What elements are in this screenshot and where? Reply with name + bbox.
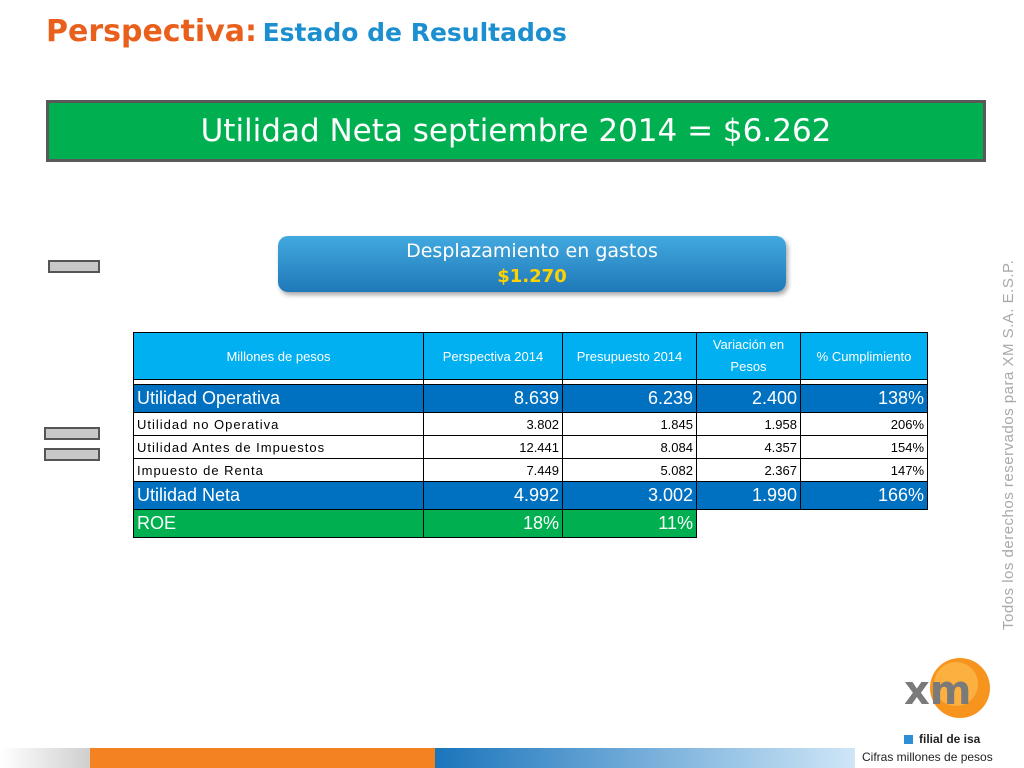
row-label: ROE [133,509,424,538]
xm-logo: xm [904,658,990,718]
cell-presupuesto: 6.239 [562,384,697,413]
cell-variacion: 2.367 [696,458,801,482]
row-label: Utilidad Antes de Impuestos [133,435,424,459]
copyright-notice: Todos los derechos reservados para XM S.… [1000,259,1017,630]
cell-perspectiva: 8.639 [423,384,563,413]
square-icon [904,734,913,744]
table-spacer [133,379,928,385]
cell-cumplimiento: 166% [800,481,928,510]
table-header: Variación en Pesos [696,332,801,380]
table-header: Millones de pesos [133,332,424,380]
table-row: Utilidad Neta 4.992 3.002 1.990 166% [133,481,928,510]
footer-note: Cifras millones de pesos [862,750,993,764]
table-row: Utilidad Antes de Impuestos 12.441 8.084… [133,435,928,459]
cell-cumplimiento: 147% [800,458,928,482]
footer-bar-orange [90,748,435,768]
cell-presupuesto: 3.002 [562,481,697,510]
cell-perspectiva: 12.441 [423,435,563,459]
empty-cell [800,509,928,538]
cell-presupuesto: 11% [562,509,697,538]
title-main: Estado de Resultados [262,18,567,47]
pill-label: Desplazamiento en gastos [406,240,658,262]
decorative-rect [44,427,100,440]
decorative-rect [44,448,100,461]
table-header: Perspectiva 2014 [423,332,563,380]
filial-text: filial de isa [919,732,981,746]
net-income-banner: Utilidad Neta septiembre 2014 = $6.262 [46,100,986,162]
slide-title: Perspectiva: Estado de Resultados [46,14,567,49]
table-row: Impuesto de Renta 7.449 5.082 2.367 147% [133,458,928,482]
pill-value: $1.270 [497,266,567,287]
table-header: % Cumplimiento [800,332,928,380]
footer-bar-blue [435,748,855,768]
cell-variacion: 4.357 [696,435,801,459]
expense-shift-pill: Desplazamiento en gastos $1.270 [278,236,786,292]
table-header: Presupuesto 2014 [562,332,697,380]
cell-presupuesto: 1.845 [562,412,697,436]
cell-perspectiva: 7.449 [423,458,563,482]
logo-text: xm [904,668,971,714]
table-row: Utilidad no Operativa 3.802 1.845 1.958 … [133,412,928,436]
footer-bar-gray [0,748,90,768]
cell-variacion: 2.400 [696,384,801,413]
table-header-row: Millones de pesos Perspectiva 2014 Presu… [133,332,928,380]
cell-variacion: 1.990 [696,481,801,510]
cell-cumplimiento: 206% [800,412,928,436]
cell-cumplimiento: 138% [800,384,928,413]
cell-perspectiva: 4.992 [423,481,563,510]
cell-perspectiva: 3.802 [423,412,563,436]
cell-presupuesto: 5.082 [562,458,697,482]
table-row: Utilidad Operativa 8.639 6.239 2.400 138… [133,384,928,413]
row-label: Impuesto de Renta [133,458,424,482]
decorative-rect [48,260,100,273]
cell-variacion: 1.958 [696,412,801,436]
cell-perspectiva: 18% [423,509,563,538]
empty-cell [696,509,801,538]
row-label: Utilidad Operativa [133,384,424,413]
row-label: Utilidad Neta [133,481,424,510]
row-label: Utilidad no Operativa [133,412,424,436]
income-statement-table: Millones de pesos Perspectiva 2014 Presu… [133,332,928,538]
cell-cumplimiento: 154% [800,435,928,459]
title-prefix: Perspectiva: [46,14,258,49]
cell-presupuesto: 8.084 [562,435,697,459]
table-row: ROE 18% 11% [133,509,928,538]
filial-label: filial de isa [904,732,980,746]
